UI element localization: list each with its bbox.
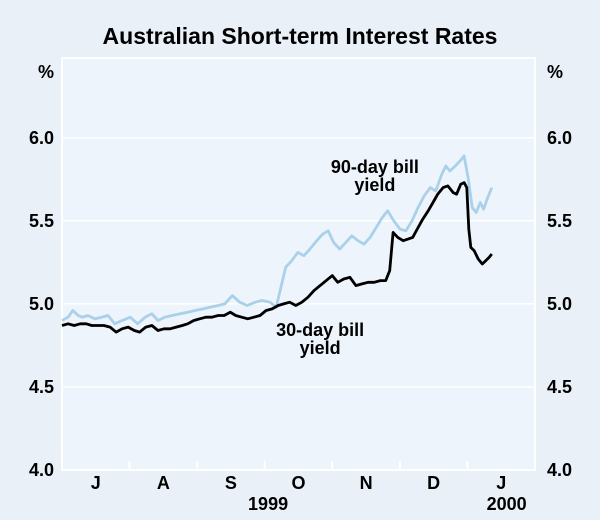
y-axis-tick-left-4.5: 4.5 [28, 376, 54, 397]
x-axis-year-1999: 1999 [248, 494, 289, 514]
series-label-90-day-line2: yield [354, 174, 396, 195]
series-label-90-day-line1: 90-day bill [330, 156, 419, 177]
x-axis-year-2000: 2000 [486, 494, 527, 514]
x-axis-month-1-A: A [156, 473, 170, 493]
x-axis-month-2-S: S [224, 473, 237, 493]
x-axis-month-6-J: J [496, 473, 507, 493]
y-axis-tick-left-4.0: 4.0 [28, 460, 54, 480]
y-axis-tick-right-5.5: 5.5 [547, 210, 573, 231]
y-axis-tick-right-5.0: 5.0 [547, 293, 573, 314]
y-axis-tick-right-4.5: 4.5 [547, 376, 573, 397]
series-line-30-day-bill-yield [61, 181, 493, 334]
y-axis-tick-right-4.0: 4.0 [547, 460, 573, 480]
y-axis-tick-right-6.0: 6.0 [547, 127, 573, 148]
plot-frame [61, 57, 536, 471]
x-axis-month-5-D: D [427, 473, 441, 493]
plot-background [62, 58, 535, 470]
left-axis-unit-label: % [37, 62, 54, 82]
series-label-90-day-bill-yield: 90-day bill yield [331, 158, 419, 194]
series-label-30-day-line1: 30-day bill [276, 319, 365, 340]
y-axis-tick-left-5.5: 5.5 [28, 210, 54, 231]
chart-title: Australian Short-term Interest Rates [102, 23, 498, 49]
series-label-30-day-bill-yield: 30-day bill yield [276, 321, 364, 357]
x-axis-month-0-J: J [90, 473, 101, 493]
series-line-90-day-bill-yield [61, 154, 494, 326]
right-axis-unit-label: % [547, 62, 564, 82]
y-axis-tick-left-6.0: 6.0 [28, 127, 54, 148]
x-axis-month-4-N: N [359, 473, 373, 493]
x-axis-month-3-O: O [291, 473, 306, 493]
series-label-30-day-line2: yield [299, 337, 341, 358]
y-axis-tick-left-5.0: 5.0 [28, 293, 54, 314]
